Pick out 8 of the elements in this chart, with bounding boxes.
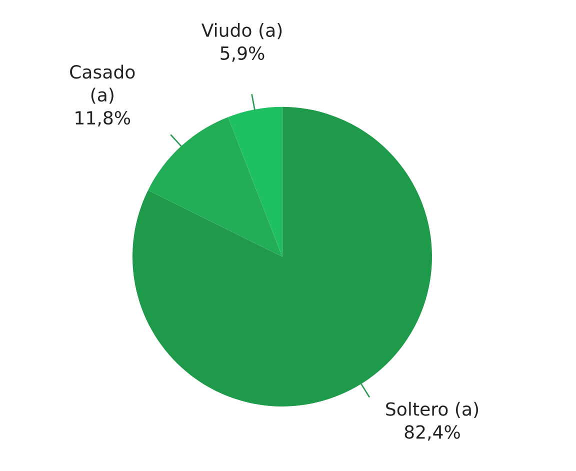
data-label: 11,8% [76,110,130,126]
pie-slice [148,117,282,257]
data-label: 5,9% [220,46,264,62]
slice-label: Viudo (a) [202,23,282,40]
slice-label: Casado (a) [70,64,135,104]
pie-slice [228,106,282,257]
slice-label: Soltero (a) [386,402,478,418]
data-label: 82,4% [404,425,460,441]
